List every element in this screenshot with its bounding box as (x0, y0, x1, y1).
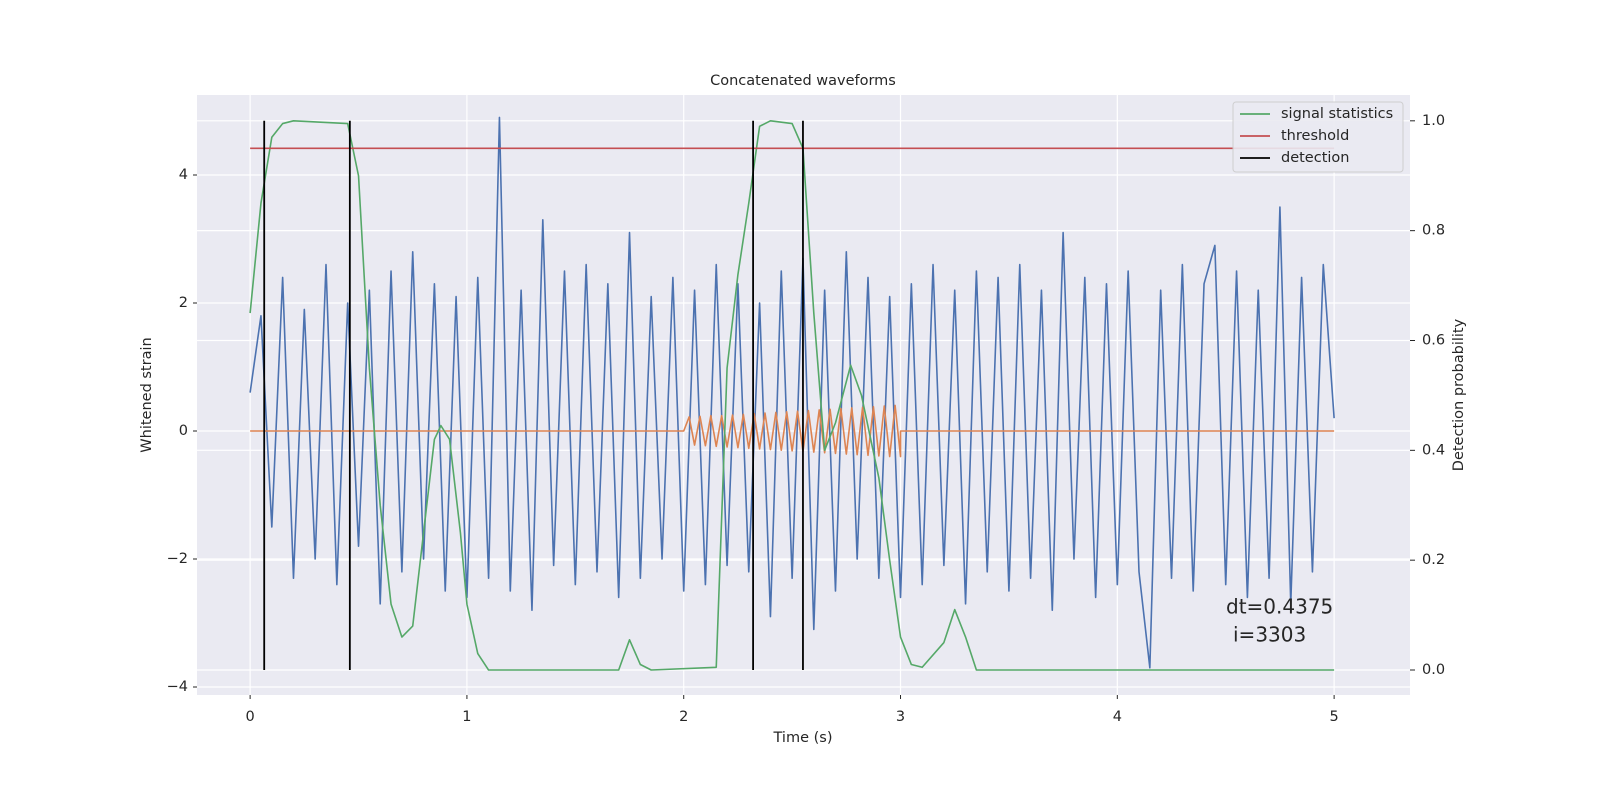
x-tick-label: 4 (1113, 709, 1122, 725)
y-tick-label: 4 (179, 167, 188, 183)
x-tick-label: 1 (462, 709, 471, 725)
y2-axis-label: Detection probability (1451, 318, 1467, 471)
y2-tick-label: 0.0 (1422, 662, 1445, 678)
y2-tick-label: 0.8 (1422, 223, 1445, 239)
y2-tick-label: 0.4 (1422, 442, 1445, 458)
y2-tick-label: 0.6 (1422, 332, 1445, 348)
series-line (249, 116, 1335, 669)
legend-box (1232, 101, 1404, 173)
y-tick-label: 2 (179, 295, 188, 311)
annotation: dt=0.4375 (1226, 595, 1333, 619)
legend-label: signal statistics (1281, 106, 1393, 122)
x-tick-label: 2 (679, 709, 688, 725)
annotation: i=3303 (1233, 623, 1306, 647)
y-tick-label: −2 (167, 551, 188, 567)
legend-label: detection (1281, 150, 1349, 166)
series-line (250, 404, 1335, 458)
y-axis-label: Whitened strain (139, 337, 155, 452)
y-tick-label: −4 (167, 679, 188, 695)
x-tick-label: 5 (1330, 709, 1339, 725)
y2-tick-label: 1.0 (1422, 113, 1445, 129)
x-tick-label: 0 (245, 709, 254, 725)
x-axis-label: Time (s) (773, 730, 833, 746)
chart-title: Concatenated waveforms (710, 73, 896, 89)
legend-label: threshold (1281, 128, 1349, 144)
plot-layer (197, 95, 1410, 695)
series-line (249, 120, 1335, 671)
y-tick-label: 0 (179, 423, 188, 439)
x-tick-label: 3 (896, 709, 905, 725)
y2-tick-label: 0.2 (1422, 552, 1445, 568)
